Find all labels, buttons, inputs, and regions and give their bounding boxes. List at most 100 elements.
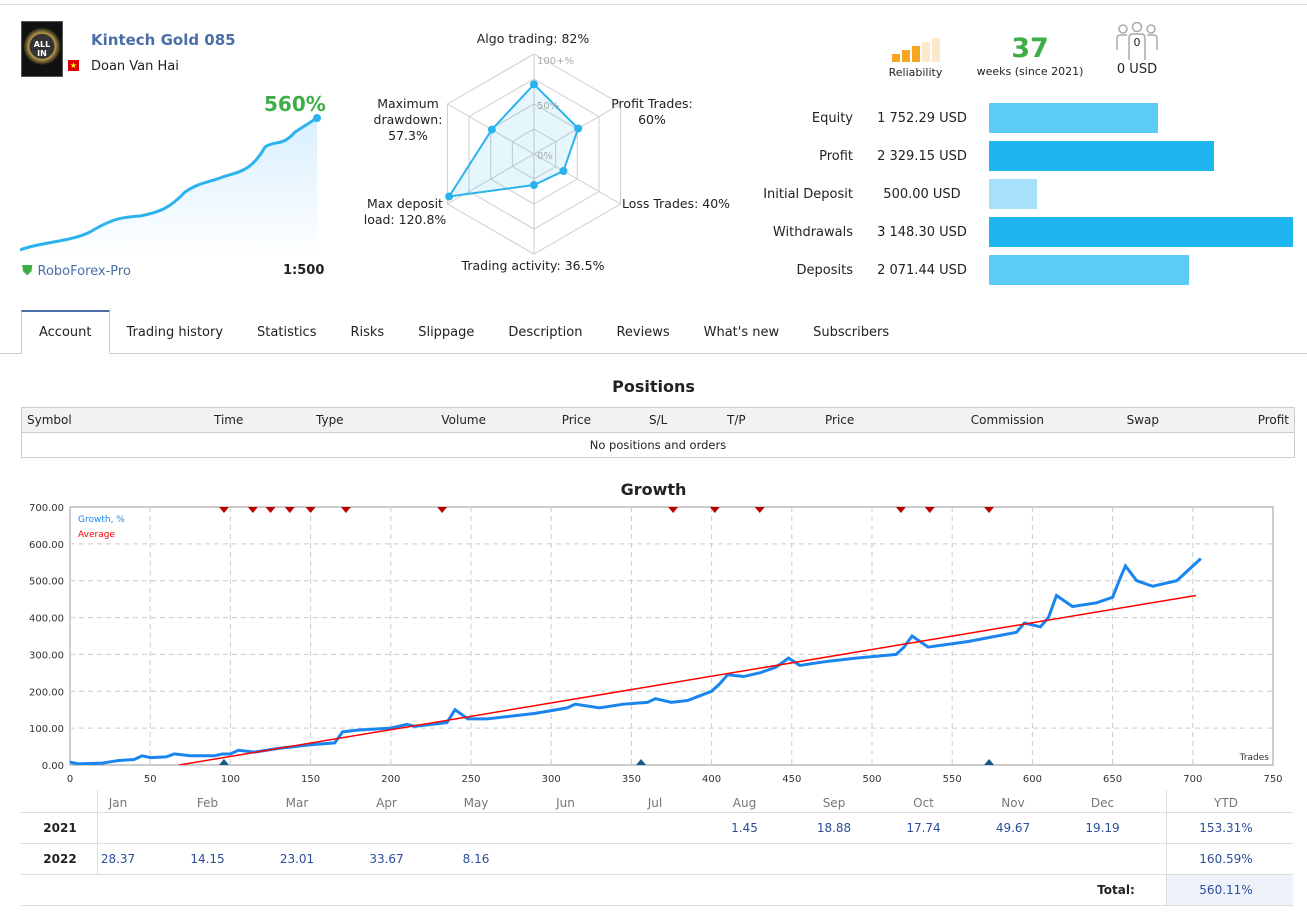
radar-label: Maximum drawdown: 57.3% (363, 96, 453, 144)
total-label: Total: (1097, 883, 1135, 897)
finance-bar (989, 217, 1293, 247)
reliability-bar (901, 50, 910, 62)
tab-reviews[interactable]: Reviews (616, 325, 670, 340)
column-header: Price (561, 413, 591, 427)
column-header: Price (825, 413, 855, 427)
radar-point (487, 125, 496, 134)
x-tick-label: 650 (1103, 774, 1122, 785)
radar-label-line: drawdown: (373, 112, 443, 127)
finance-label: Withdrawals (772, 225, 853, 240)
tab-bar: Account Trading history Statistics Risks Sli… (0, 310, 1307, 354)
x-tick-label: 100 (221, 774, 240, 785)
tab-description[interactable]: Description (508, 325, 583, 340)
tab-slippage[interactable]: Slippage (418, 325, 475, 340)
withdrawal-marker[interactable] (340, 507, 351, 513)
average-line (178, 594, 1197, 765)
column-header: Profit (1257, 413, 1289, 427)
signal-avatar: ALL IN (21, 21, 63, 77)
row-divider (21, 874, 1293, 875)
leverage: 1:500 (283, 263, 325, 278)
x-tick-label: 150 (301, 774, 320, 785)
finance-label: Profit (819, 149, 853, 164)
broker-link[interactable]: ⛊ RoboForex-Pro (22, 263, 131, 279)
column-header: Symbol (27, 413, 72, 427)
growth-chart: 0.00 100.00 200.00 300.00 400.00 500.00 600.00… (29, 503, 1283, 785)
deposit-marker[interactable] (636, 759, 647, 765)
legend-entry: Average (78, 530, 115, 540)
x-axis-label: Trades (1239, 753, 1270, 763)
withdrawal-marker[interactable] (284, 507, 295, 513)
deposit-marker[interactable] (218, 759, 229, 765)
withdrawal-marker[interactable] (668, 507, 679, 513)
growth-percent: 560% (264, 92, 326, 116)
withdrawal-marker[interactable] (709, 507, 720, 513)
radar-label-line: Algo trading: 82% (476, 31, 590, 46)
month-header: Jan (108, 796, 128, 810)
radar-label: Algo trading: 82% (458, 31, 608, 47)
tab-what-s-new[interactable]: What's new (703, 325, 780, 340)
tab-trading-history[interactable]: Trading history (126, 325, 224, 340)
year-label: 2021 (43, 821, 77, 835)
withdrawal-marker[interactable] (984, 507, 995, 513)
finance-value: 1 752.29 USD (877, 111, 967, 126)
verified-shield-icon: ⛊ (22, 263, 33, 279)
finance-value: 500.00 USD (883, 187, 961, 202)
author-name[interactable]: Doan Van Hai (91, 59, 179, 74)
radar-label: Profit Trades: 60% (602, 96, 702, 128)
y-tick-label: 700.00 (29, 503, 64, 514)
x-tick-label: 750 (1263, 774, 1282, 785)
month-value: 18.88 (816, 821, 852, 835)
month-header: Apr (376, 796, 397, 810)
tab-risks[interactable]: Risks (350, 325, 385, 340)
withdrawal-marker[interactable] (265, 507, 276, 513)
x-tick-label: 0 (67, 774, 73, 785)
column-header: S/L (649, 413, 668, 427)
y-tick-label: 600.00 (29, 540, 64, 551)
col-divider (1166, 790, 1167, 905)
withdrawal-marker[interactable] (247, 507, 258, 513)
col-divider (97, 790, 98, 874)
tab-statistics[interactable]: Statistics (257, 325, 317, 340)
positions-empty: No positions and orders (589, 438, 727, 452)
withdrawal-marker[interactable] (895, 507, 906, 513)
row-divider (21, 843, 1293, 844)
finance-label: Equity (811, 111, 853, 126)
tab-subscribers[interactable]: Subscribers (813, 325, 890, 340)
reliability-bar (921, 42, 930, 62)
withdrawal-marker[interactable] (754, 507, 765, 513)
radar-point (559, 167, 568, 175)
radar-spoke (533, 153, 621, 205)
ytd-value: 153.31% (1199, 821, 1253, 835)
month-header: Aug (732, 796, 757, 810)
positions-header: Symbol Time Type Volume Price S/L T/P Price Comm… (22, 408, 1294, 433)
x-tick-label: 300 (542, 774, 561, 785)
month-header: Feb (196, 796, 219, 810)
finance-bar (989, 179, 1038, 209)
mini-growth-chart (20, 114, 321, 257)
people-icon (1116, 22, 1158, 60)
radar-point (530, 80, 538, 89)
y-tick-label: 100.00 (29, 724, 64, 735)
row-divider (21, 905, 1293, 906)
deposit-marker[interactable] (984, 759, 995, 765)
subscribers-stat[interactable]: 0 0 USD (1107, 22, 1167, 77)
withdrawal-marker[interactable] (924, 507, 935, 513)
withdrawal-marker[interactable] (305, 507, 316, 513)
positions-table: Symbol Time Type Volume Price S/L T/P Price Comm… (21, 407, 1295, 458)
radar-label: Trading activity: 36.5% (453, 258, 613, 274)
signal-title[interactable]: Kintech Gold 085 (91, 31, 236, 49)
total-value: 560.11% (1199, 883, 1253, 897)
x-tick-label: 250 (461, 774, 480, 785)
tab-account[interactable]: Account (21, 310, 110, 354)
withdrawal-marker[interactable] (218, 507, 229, 513)
radar-point (574, 124, 583, 133)
reliability-bar (891, 54, 900, 62)
x-tick-label: 450 (782, 774, 801, 785)
month-header: Sep (822, 796, 846, 810)
month-header: Oct (913, 796, 934, 810)
year-label: 2022 (43, 852, 77, 866)
month-header: Jun (556, 796, 575, 810)
finance-value: 3 148.30 USD (877, 225, 967, 240)
withdrawal-marker[interactable] (437, 507, 448, 513)
finance-value: 2 071.44 USD (877, 263, 967, 278)
